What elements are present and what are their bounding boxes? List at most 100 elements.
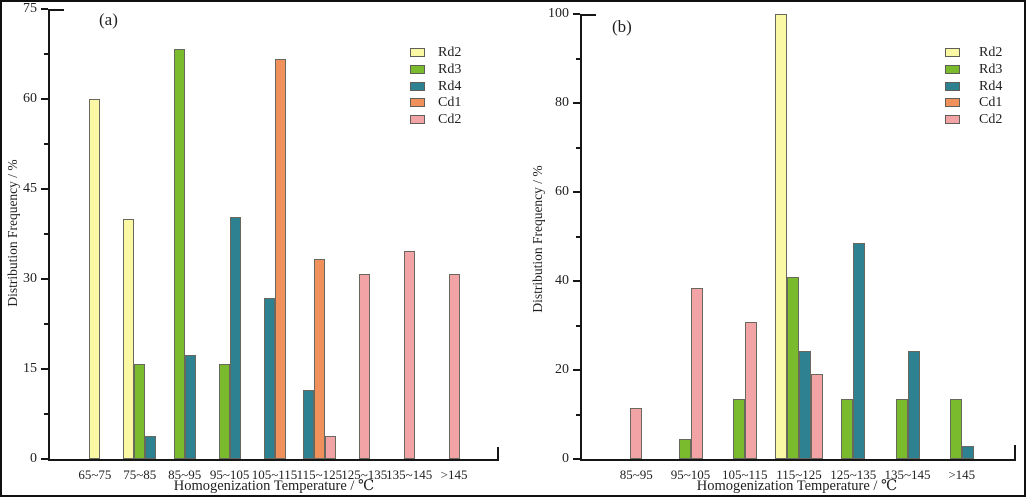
- y-major-tick: [41, 98, 48, 100]
- bar-Rd3-125~135: [841, 398, 854, 459]
- y-minor-tick: [44, 323, 48, 325]
- x-category-label: 105~115: [251, 467, 298, 482]
- x-category-label: 125~135: [341, 467, 388, 482]
- panel-b-label: (b): [612, 17, 632, 36]
- bar-Rd3-75~85: [134, 364, 146, 459]
- legend-label-Rd4: Rd4: [438, 78, 462, 94]
- legend-label-Rd3: Rd3: [438, 61, 462, 77]
- legend-label-Rd2: Rd2: [438, 45, 462, 60]
- bar-Rd3->145: [949, 398, 962, 459]
- y-minor-tick: [44, 53, 48, 55]
- y-major-tick: [573, 280, 580, 282]
- x-axis-line: [580, 459, 1016, 461]
- x-category-label: 105~115: [721, 467, 768, 482]
- y-minor-tick: [44, 413, 48, 415]
- x-axis-line: [48, 459, 499, 461]
- x-category-label: >145: [440, 467, 468, 482]
- y-minor-tick: [576, 235, 580, 238]
- x-axis-end-cap: [497, 447, 499, 461]
- bar-Rd4-95~105: [229, 216, 241, 459]
- y-major-tick: [41, 278, 48, 280]
- bar-Rd4-135~145: [907, 351, 920, 459]
- bar-Rd2-65~75: [89, 99, 101, 459]
- y-tick-label: 40: [555, 273, 569, 288]
- y-tick-label: 60: [23, 91, 37, 106]
- bar-Cd2->145: [448, 274, 460, 459]
- y-major-tick: [41, 8, 48, 10]
- x-category-label: 135~145: [884, 467, 931, 482]
- bar-Rd2-75~85: [123, 219, 135, 459]
- y-tick-label: 0: [562, 451, 569, 466]
- bar-Rd4-115~125: [302, 390, 314, 459]
- panel-a-label: (a): [99, 10, 118, 29]
- y-tick-label: 30: [23, 271, 37, 286]
- bar-Rd3-135~145: [895, 398, 908, 459]
- y-minor-tick: [576, 146, 580, 149]
- y-tick-label: 75: [23, 1, 37, 16]
- x-category-label: 115~125: [296, 467, 343, 482]
- y-tick-label: 15: [23, 361, 37, 376]
- legend-swatch-Rd3: [410, 64, 425, 74]
- x-category-label: 135~145: [386, 467, 433, 482]
- y-major-tick: [573, 458, 580, 460]
- y-axis-top-cap: [50, 9, 64, 11]
- bar-Rd3-95~105: [218, 364, 230, 459]
- legend-label-Rd4: Rd4: [979, 78, 1003, 94]
- x-category-label: 75~85: [123, 467, 157, 482]
- x-category-label: 125~135: [830, 467, 877, 482]
- bar-Cd2-135~145: [403, 251, 415, 459]
- y-axis-line: [580, 14, 582, 461]
- legend-swatch-Rd2: [945, 48, 960, 57]
- x-category-label: >145: [948, 467, 976, 482]
- x-category-label: 85~95: [619, 467, 653, 482]
- bar-Cd2-85~95: [630, 407, 643, 459]
- legend-swatch-Rd3: [945, 64, 960, 74]
- bar-Rd2-115~125: [775, 14, 787, 459]
- panel-a-x-axis-title: Homogenization Temperature / ℃: [173, 478, 375, 494]
- bar-Cd2-125~135: [358, 274, 370, 459]
- bar-Rd3-105~115: [732, 398, 745, 459]
- y-axis-line: [48, 9, 50, 461]
- y-major-tick: [573, 13, 580, 15]
- bar-Rd4-125~135: [853, 243, 866, 459]
- legend-swatch-Rd4: [410, 81, 425, 91]
- legend-swatch-Cd2: [945, 115, 960, 125]
- x-category-label: 115~125: [776, 467, 822, 482]
- legend-label-Cd1: Cd1: [979, 95, 1003, 111]
- bar-Rd4->145: [961, 445, 974, 459]
- x-category-label: 95~105: [670, 467, 711, 482]
- legend-label-Rd2: Rd2: [979, 45, 1003, 60]
- y-tick-label: 20: [555, 362, 569, 377]
- x-axis-end-cap: [1014, 445, 1016, 461]
- bar-Rd3-115~125: [787, 277, 799, 459]
- legend-label-Cd1: Cd1: [438, 95, 462, 111]
- legend-swatch-Rd4: [945, 81, 960, 91]
- legend-swatch-Cd1: [410, 98, 425, 108]
- y-tick-label: 0: [30, 451, 37, 466]
- bar-Rd4-115~125: [799, 351, 811, 459]
- legend-label-Rd3: Rd3: [979, 61, 1003, 77]
- x-category-label: 65~75: [78, 467, 112, 482]
- y-tick-label: 60: [555, 184, 569, 199]
- y-major-tick: [573, 191, 580, 193]
- y-major-tick: [41, 368, 48, 370]
- y-minor-tick: [44, 233, 48, 235]
- bar-Rd3-85~95: [173, 48, 185, 459]
- y-tick-label: 100: [548, 6, 569, 21]
- y-major-tick: [573, 102, 580, 104]
- y-minor-tick: [576, 324, 580, 327]
- y-minor-tick: [44, 143, 48, 145]
- bar-Rd4-105~115: [263, 297, 275, 459]
- bar-Rd4-75~85: [145, 436, 157, 459]
- panel-b-x-axis-title: Homogenization Temperature / ℃: [696, 478, 898, 494]
- bar-Cd2-115~125: [324, 436, 336, 459]
- y-axis-top-cap: [582, 14, 596, 16]
- legend-swatch-Rd2: [410, 48, 425, 57]
- y-minor-tick: [576, 57, 580, 60]
- bar-Rd4-85~95: [184, 355, 196, 459]
- y-tick-label: 45: [23, 181, 37, 196]
- bar-Cd2-95~105: [690, 287, 703, 459]
